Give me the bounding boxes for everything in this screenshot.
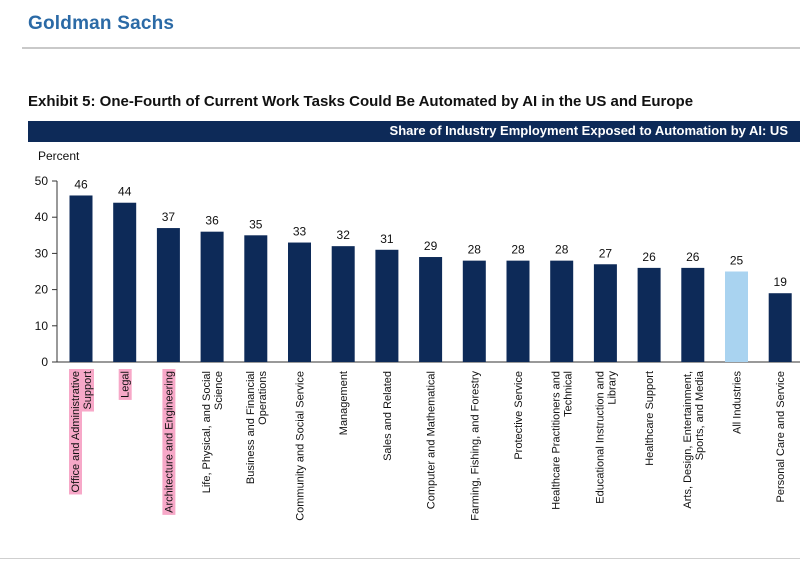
x-tick-label-line: Business and Financial [245, 371, 257, 484]
y-tick-label: 20 [35, 283, 49, 297]
y-tick-label: 50 [35, 174, 49, 188]
bar [331, 246, 355, 362]
label-highlight [162, 369, 176, 515]
bar-value-label: 31 [380, 232, 394, 246]
x-tick-label-line: Library [606, 371, 618, 405]
x-tick-label: Personal Care and Service [775, 371, 787, 502]
label-highlight [118, 369, 132, 400]
bar-value-label: 27 [599, 246, 613, 260]
label-highlight [81, 369, 94, 412]
x-labels-group: Office and Administrative Support Legal Arc… [69, 369, 787, 521]
x-tick-label-line: Arts, Design, Entertainment, [682, 371, 694, 509]
x-tick-label-line: Protective Service [513, 371, 525, 460]
bar [462, 260, 486, 362]
x-tick-label-line: Computer and Mathematical [426, 371, 438, 509]
bar-value-label: 33 [293, 225, 307, 239]
bar [637, 267, 661, 362]
x-tick-label-line: Support [82, 371, 94, 410]
bar [593, 264, 617, 362]
x-tick-label: All Industries [732, 371, 744, 434]
bar-value-label: 29 [424, 239, 438, 253]
bar [550, 260, 574, 362]
label-highlight [69, 369, 82, 495]
x-tick-label: Sales and Related [382, 371, 394, 461]
bar-value-label: 28 [468, 243, 482, 257]
x-tick-label: Architecture and Engineering [162, 369, 176, 515]
bar [156, 228, 180, 362]
header-divider [22, 47, 800, 49]
exhibit-title: Exhibit 5: One-Fourth of Current Work Ta… [28, 93, 694, 110]
x-tick-label-line: Sales and Related [382, 371, 394, 461]
bar [419, 257, 443, 362]
bar-value-label: 32 [337, 228, 351, 242]
bar-value-label: 19 [774, 275, 788, 289]
bar-value-label: 28 [511, 243, 525, 257]
x-tick-label-line: Farming, Fishing, and Forestry [469, 371, 481, 521]
bar-value-label: 26 [642, 250, 656, 264]
bar [69, 195, 93, 362]
goldman-sachs-logo: Goldman Sachs [28, 13, 175, 34]
x-tick-label: Healthcare Practitioners and Technical [551, 371, 575, 510]
bar-value-label: 25 [730, 254, 744, 268]
x-tick-label-line: Life, Physical, and Social [201, 371, 213, 493]
x-tick-label: Healthcare Support [644, 371, 656, 466]
x-tick-label-line: Operations [257, 371, 269, 425]
bar-value-label: 36 [205, 214, 219, 228]
y-tick-label: 10 [35, 319, 49, 333]
bar-value-label: 44 [118, 185, 132, 199]
bar-value-label: 37 [162, 210, 176, 224]
bar [506, 260, 530, 362]
bar [113, 202, 137, 362]
bar [375, 249, 399, 362]
x-tick-label-line: Technical [563, 371, 575, 417]
x-tick-label: Computer and Mathematical [426, 371, 438, 509]
x-tick-label-line: Educational Instruction and [594, 371, 606, 504]
x-tick-label: Arts, Design, Entertainment, Sports, and … [682, 370, 706, 508]
x-tick-label-line: Legal [120, 371, 132, 398]
bar [288, 242, 311, 362]
y-tick-label: 40 [35, 210, 49, 224]
chart-banner-label: Share of Industry Employment Exposed to … [389, 123, 788, 138]
x-tick-label: Educational Instruction and Library [594, 371, 618, 504]
x-tick-label-line: Sports, and Media [694, 370, 706, 460]
x-tick-label: Farming, Fishing, and Forestry [469, 371, 481, 521]
x-tick-label-line: Healthcare Support [644, 371, 656, 466]
bar [725, 271, 748, 362]
x-tick-label-line: Office and Administrative [70, 371, 82, 492]
bar [200, 231, 224, 362]
x-tick-label: Office and Administrative Support [69, 369, 94, 495]
bar-value-label: 26 [686, 250, 700, 264]
x-tick-label: Legal [118, 369, 132, 400]
y-tick-label: 0 [41, 355, 48, 369]
x-tick-label-line: Management [338, 371, 350, 435]
x-tick-label-line: Architecture and Engineering [163, 371, 175, 513]
x-tick-label-line: Healthcare Practitioners and [551, 371, 563, 510]
x-tick-label: Business and Financial Operations [245, 371, 269, 485]
bars-group: 46 44 37 36 35 33 32 31 29 28 28 28 27 26 26 25 19 [69, 177, 792, 362]
x-tick-label-line: Science [213, 371, 225, 410]
bar-value-label: 28 [555, 243, 569, 257]
y-axis-label: Percent [38, 149, 80, 163]
bar [681, 267, 705, 362]
x-tick-label: Life, Physical, and Social Science [201, 371, 225, 493]
x-tick-label-line: Personal Care and Service [775, 371, 787, 502]
y-tick-label: 30 [35, 246, 49, 260]
bar-value-label: 46 [74, 177, 88, 191]
footer-divider [0, 558, 800, 559]
x-tick-label: Community and Social Service [295, 371, 307, 521]
x-tick-label: Protective Service [513, 371, 525, 460]
bar [768, 293, 792, 362]
chart-banner: Share of Industry Employment Exposed to … [28, 121, 800, 142]
x-tick-label-line: All Industries [732, 371, 744, 434]
bar [244, 235, 268, 362]
x-tick-label-line: Community and Social Service [295, 371, 307, 521]
bar-value-label: 35 [249, 217, 263, 231]
x-tick-label: Management [338, 371, 350, 435]
